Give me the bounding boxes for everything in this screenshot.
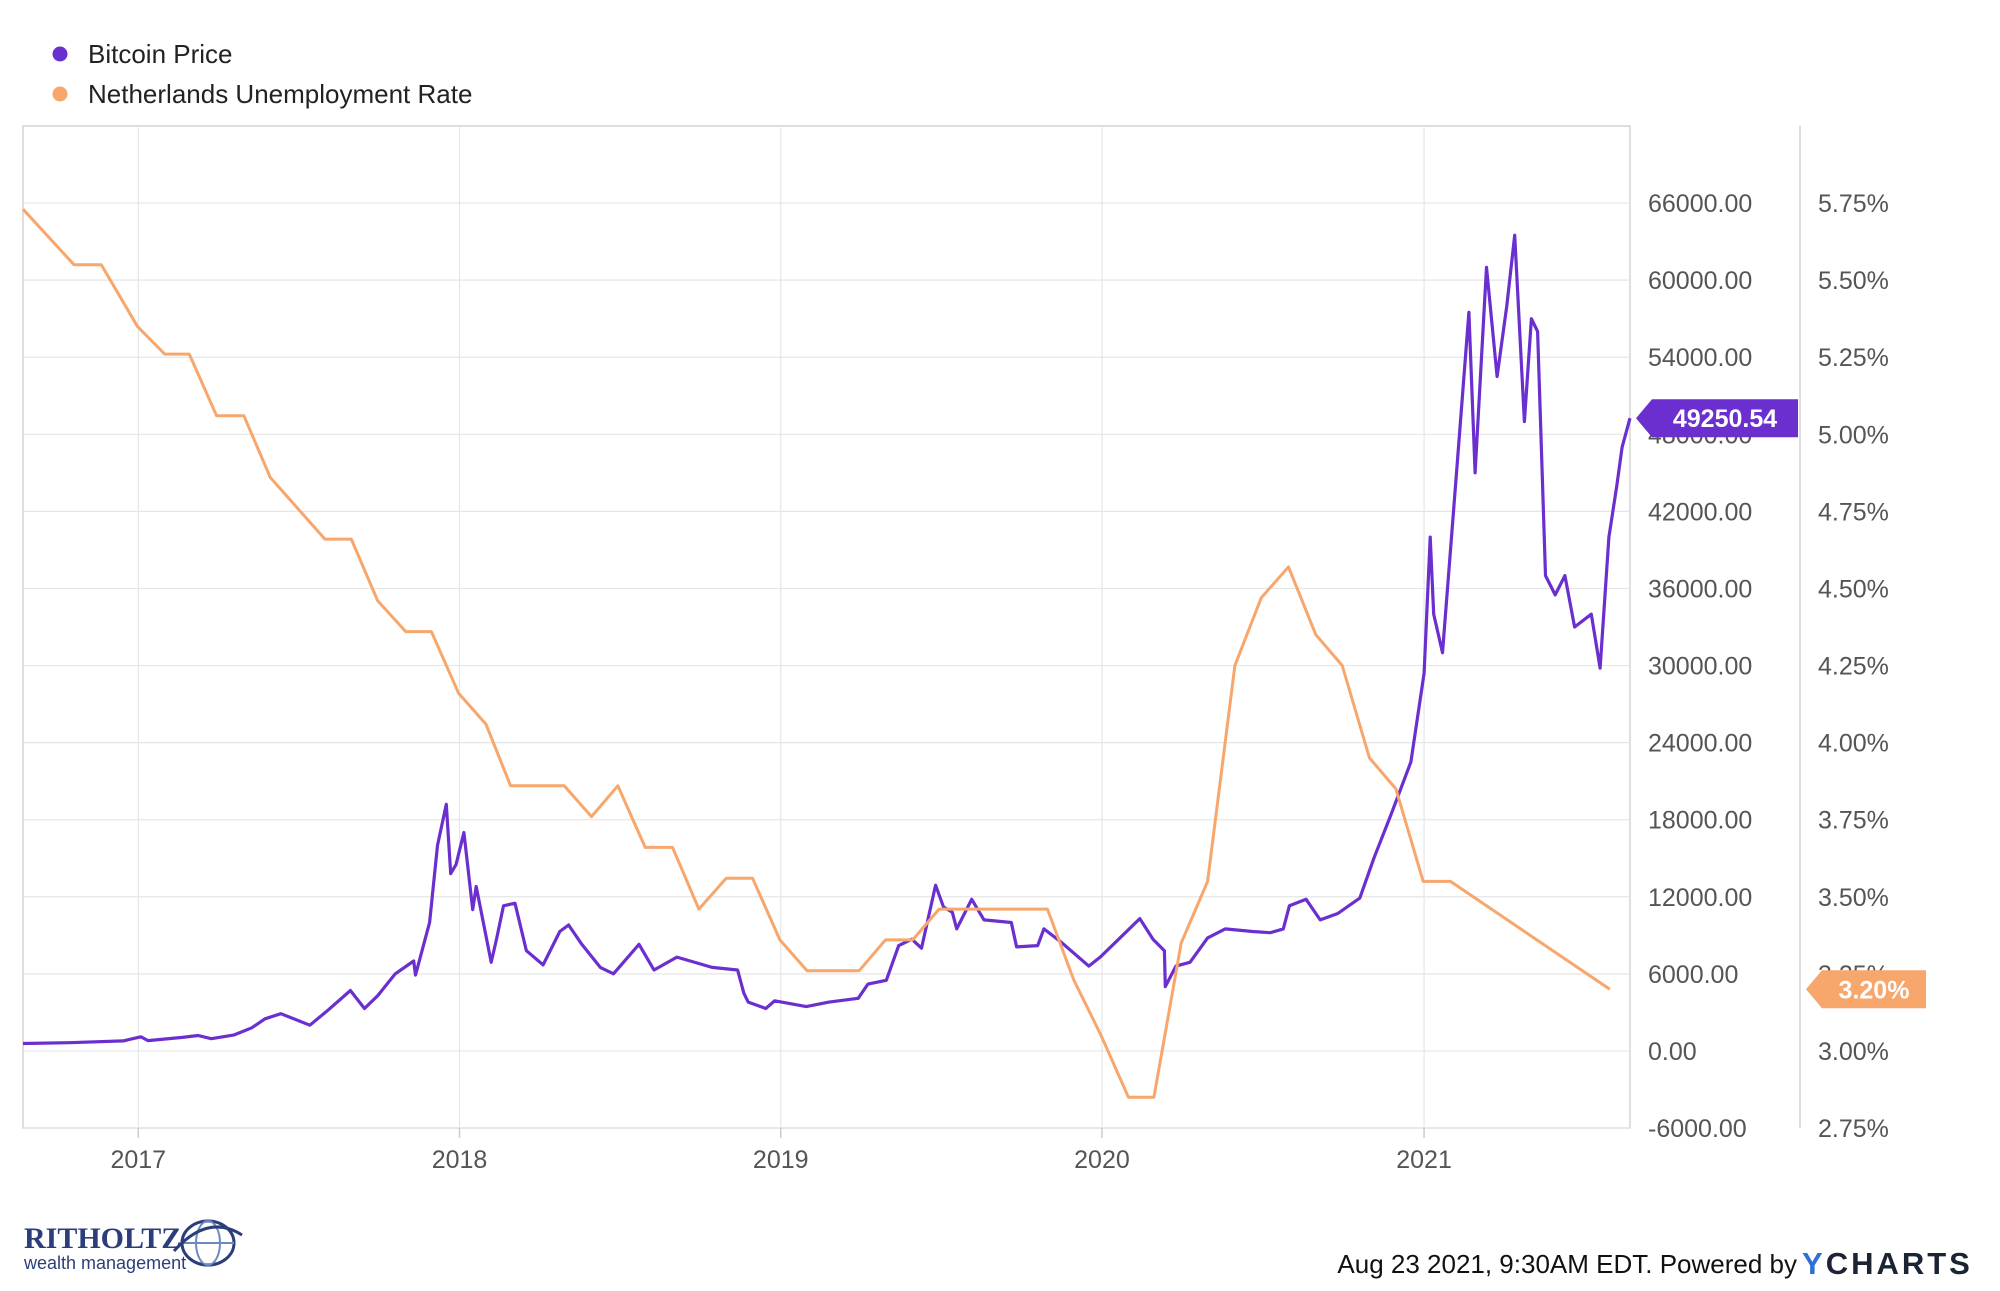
legend-label-unemployment: Netherlands Unemployment Rate — [88, 79, 472, 109]
last-value-text: 3.20% — [1839, 976, 1910, 1004]
y-right-tick-label: 2.75% — [1818, 1115, 1889, 1143]
x-tick-label: 2020 — [1074, 1146, 1130, 1174]
y-left-tick-label: 18000.00 — [1648, 807, 1752, 835]
x-tick-label: 2018 — [432, 1146, 488, 1174]
y-right-tick-label: 3.75% — [1818, 807, 1889, 835]
y-right-tick-label: 4.75% — [1818, 498, 1889, 526]
y-right-tick-label: 4.25% — [1818, 653, 1889, 681]
last-value-text: 49250.54 — [1673, 405, 1777, 433]
y-left-tick-label: 12000.00 — [1648, 884, 1752, 912]
bitcoin-last-value-flag: 49250.54 — [1636, 399, 1798, 438]
unemployment-rate-line — [21, 208, 1611, 1099]
y-right-tick-label: 5.25% — [1818, 344, 1889, 372]
y-left-tick-label: 6000.00 — [1648, 961, 1738, 989]
logo-subtitle: wealth management — [23, 1253, 186, 1273]
y-left-tick-label: 42000.00 — [1648, 498, 1752, 526]
legend-label-bitcoin: Bitcoin Price — [88, 39, 233, 69]
y-left-tick-label: 24000.00 — [1648, 730, 1752, 758]
legend-marker-unemployment — [52, 86, 68, 102]
y-left-tick-label: 36000.00 — [1648, 575, 1752, 603]
series-layer — [21, 208, 1632, 1099]
logo-wordmark: RITHOLTZ — [24, 1222, 181, 1255]
bitcoin-price-line — [22, 233, 1632, 1046]
y-left-tick-label: -6000.00 — [1648, 1115, 1747, 1143]
y-right-tick-label: 3.00% — [1818, 1038, 1889, 1066]
y-left-tick-label: 0.00 — [1648, 1038, 1697, 1066]
y-left-tick-label: 54000.00 — [1648, 344, 1752, 372]
y-left-tick-label: 60000.00 — [1648, 267, 1752, 295]
plot-area — [22, 125, 1631, 1129]
y-right-tick-label: 3.50% — [1818, 884, 1889, 912]
legend-marker-bitcoin — [52, 46, 68, 62]
y-right-tick-label: 5.50% — [1818, 267, 1889, 295]
x-tick-label: 2019 — [753, 1146, 809, 1174]
ycharts-logo: YCHARTS — [1802, 1246, 1973, 1281]
axis-labels: 66000.0060000.0054000.0048000.0042000.00… — [110, 190, 1888, 1174]
y-right-tick-label: 5.75% — [1818, 190, 1889, 218]
y-right-tick-label: 4.00% — [1818, 730, 1889, 758]
logo-globe-icon — [172, 1219, 243, 1267]
y-right-tick-label: 5.00% — [1818, 421, 1889, 449]
y-right-tick-label: 4.50% — [1818, 575, 1889, 603]
ycharts-wordmark: YCHARTS — [1802, 1246, 1973, 1281]
legend: Bitcoin Price Netherlands Unemployment R… — [52, 39, 472, 109]
footer-timestamp: Aug 23 2021, 9:30AM EDT. Powered by — [1337, 1249, 1797, 1279]
x-tick-label: 2017 — [110, 1146, 166, 1174]
last-value-flags: 49250.54 3.20% — [1636, 399, 1926, 1009]
ritholtz-logo: RITHOLTZ wealth management — [23, 1219, 243, 1273]
unemployment-last-value-flag: 3.20% — [1806, 970, 1926, 1009]
y-left-tick-label: 66000.00 — [1648, 190, 1752, 218]
x-tick-label: 2021 — [1396, 1146, 1452, 1174]
y-left-tick-label: 30000.00 — [1648, 653, 1752, 681]
gridlines — [23, 126, 1630, 1138]
